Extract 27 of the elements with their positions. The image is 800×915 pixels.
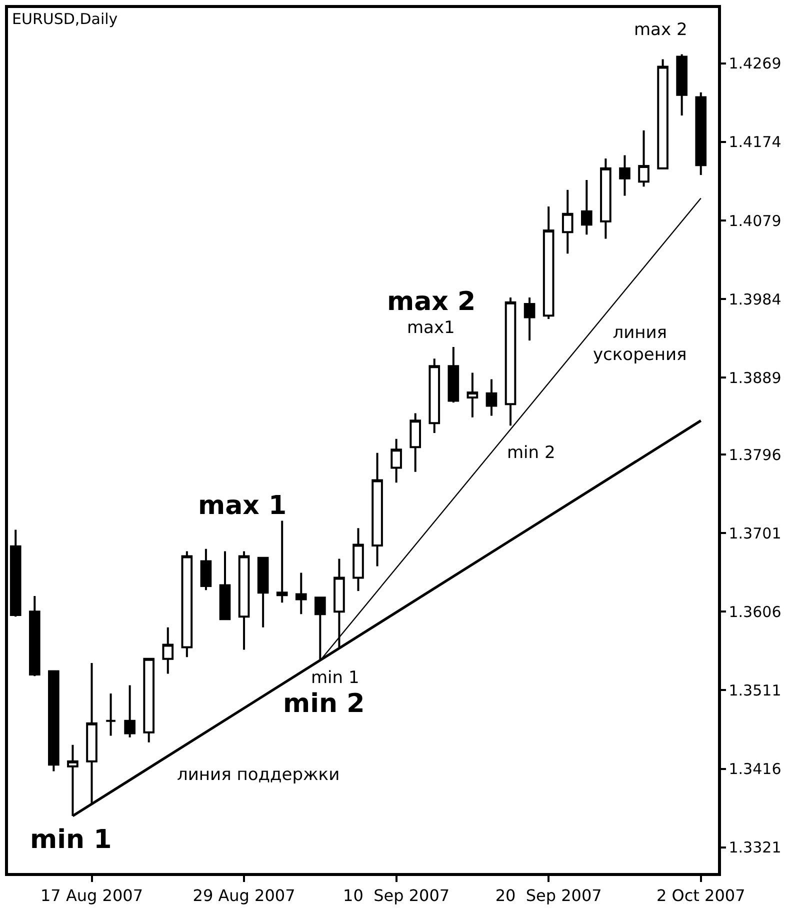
- annotation: линия поддержки: [177, 765, 340, 785]
- y-tick-label: 1.4174: [728, 133, 782, 152]
- y-tick-label: 1.3416: [728, 760, 782, 778]
- annotation: max1: [407, 318, 455, 338]
- y-tick-label: 1.3321: [728, 838, 782, 857]
- x-tick-label: 29 Aug 2007: [192, 886, 296, 905]
- x-tick-label: 17 Aug 2007: [40, 886, 143, 905]
- annotation: min 1: [311, 668, 360, 688]
- y-tick-label: 1.3701: [728, 524, 782, 542]
- x-tick-label: 10 Sep 2007: [343, 886, 450, 905]
- annotation: max 1: [198, 491, 287, 521]
- x-tick-label: 2 Oct 2007: [656, 886, 746, 905]
- annotation: линия ускорения: [593, 323, 687, 366]
- annotation: min 2: [283, 689, 365, 719]
- y-tick-label: 1.3606: [728, 602, 782, 621]
- y-tick-label: 1.3889: [728, 368, 782, 387]
- y-tick-label: 1.4269: [728, 54, 782, 73]
- annotation: min 2: [507, 443, 556, 463]
- y-tick-label: 1.3796: [728, 446, 782, 464]
- annotation: max 2: [387, 287, 476, 317]
- y-tick-label: 1.3511: [728, 681, 782, 700]
- chart-title: EURUSD,Daily: [12, 10, 118, 28]
- y-tick-label: 1.4079: [728, 212, 782, 230]
- y-tick-label: 1.3984: [728, 290, 782, 308]
- annotation: max 2: [634, 20, 688, 40]
- x-tick-label: 20 Sep 2007: [495, 886, 602, 905]
- annotation: min 1: [30, 825, 112, 855]
